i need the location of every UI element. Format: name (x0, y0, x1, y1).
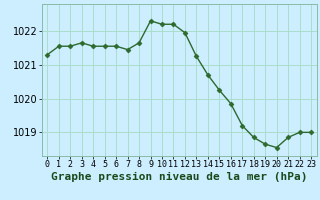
X-axis label: Graphe pression niveau de la mer (hPa): Graphe pression niveau de la mer (hPa) (51, 172, 308, 182)
